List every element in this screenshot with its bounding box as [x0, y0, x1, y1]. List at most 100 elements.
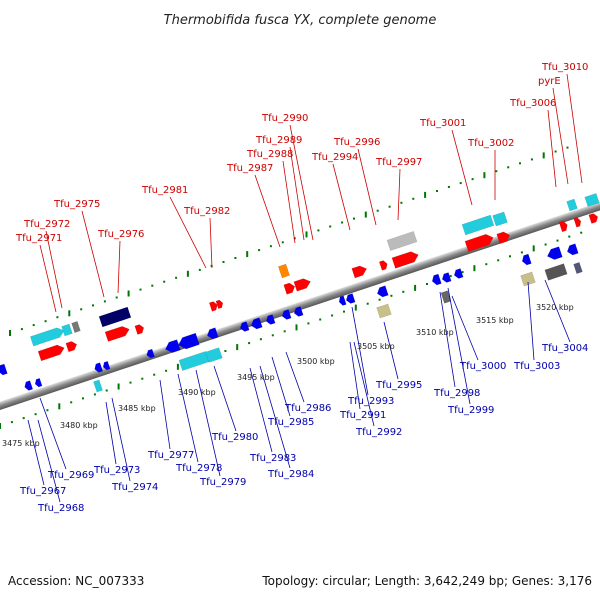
- upper-row-tick: [424, 191, 427, 198]
- forward-gene: [573, 217, 582, 228]
- forward-gene: [351, 265, 367, 279]
- gene-label-tfu-3003: Tfu_3003: [513, 361, 560, 372]
- forward-gene-shape: [65, 341, 78, 353]
- upper-row-tick: [400, 201, 403, 204]
- upper-row-tick: [566, 146, 569, 149]
- grey-gene-shape: [544, 263, 568, 281]
- lower-row-tick: [343, 310, 345, 313]
- lower-row-tick: [153, 373, 156, 376]
- upper-row-tick: [163, 280, 166, 283]
- gene-label-tfu-2985: Tfu_2985: [267, 417, 314, 428]
- upper-row-tick: [554, 150, 557, 153]
- lower-row-tick: [165, 369, 168, 372]
- navy-gene-shape: [98, 306, 132, 328]
- forward-gene-shape: [588, 213, 599, 224]
- label-line-red: [282, 160, 296, 244]
- gene-label-tfu-2995: Tfu_2995: [375, 380, 422, 391]
- label-line-red: [332, 163, 351, 231]
- label-line-red: [81, 210, 105, 298]
- label-line-blue: [447, 287, 471, 405]
- reverse-gene-shape: [566, 243, 579, 256]
- lower-row-tick: [319, 318, 322, 321]
- label-line-red: [547, 109, 557, 188]
- gene-label-tfu-2968: Tfu_2968: [37, 503, 84, 514]
- label-line-red: [209, 217, 213, 269]
- lower-row-tick: [248, 342, 251, 345]
- lower-row-tick: [556, 239, 559, 242]
- upper-row-tick: [542, 152, 545, 159]
- upper-row-tick: [388, 205, 391, 208]
- forward-gene-shape: [283, 282, 296, 295]
- label-line-red: [552, 87, 569, 185]
- lower-row-tick: [307, 322, 310, 325]
- forward-gene: [104, 326, 130, 342]
- label-line-blue: [177, 373, 199, 463]
- upper-row-tick: [32, 324, 35, 327]
- reverse-gene: [453, 268, 464, 279]
- upper-row-tick: [483, 172, 486, 179]
- tan-gene-shape: [376, 303, 392, 319]
- gene-label-tfu-2976: Tfu_2976: [97, 229, 144, 240]
- grey-gene-shape: [440, 290, 452, 304]
- label-line-red: [169, 196, 207, 269]
- reverse-gene-shape: [94, 362, 104, 373]
- cyan-gene: [205, 347, 223, 363]
- gene-label-tfu-2981: Tfu_2981: [141, 185, 188, 196]
- gene-label-tfu-2967: Tfu_2967: [19, 486, 66, 497]
- label-line-blue: [439, 291, 456, 388]
- lower-row-tick: [580, 231, 583, 234]
- forward-gene-shape: [351, 265, 367, 279]
- lower-row-tick: [70, 401, 73, 404]
- reverse-gene-shape: [0, 363, 8, 376]
- grey-gene: [573, 261, 583, 275]
- upper-row-tick: [198, 268, 201, 271]
- lower-row-tick: [10, 421, 13, 424]
- grey-gene: [440, 290, 452, 304]
- upper-row-tick: [436, 190, 438, 192]
- lower-row-tick: [271, 334, 274, 337]
- lower-row-tick: [141, 377, 144, 380]
- map-title: Thermobifida fusca YX, complete genome: [164, 13, 437, 28]
- lower-row-tick: [331, 314, 334, 317]
- cyan-gene-shape: [461, 214, 495, 236]
- upper-row-tick: [329, 225, 332, 228]
- forward-gene: [588, 213, 599, 224]
- forward-gene-shape: [464, 233, 494, 252]
- reverse-gene: [239, 321, 250, 332]
- forward-gene-shape: [208, 301, 218, 312]
- upper-row-tick: [376, 209, 379, 212]
- tan-gene: [520, 271, 536, 287]
- upper-row-tick: [92, 304, 94, 307]
- lower-row-tick: [544, 243, 547, 246]
- lower-row-tick: [414, 284, 417, 291]
- upper-row-tick: [9, 330, 11, 336]
- upper-row-tick: [353, 217, 355, 220]
- gene-label-tfu-3006: Tfu_3006: [509, 98, 556, 109]
- label-line-red: [451, 129, 473, 206]
- reverse-gene-shape: [345, 293, 356, 304]
- cyan-gene: [93, 379, 103, 393]
- label-line-red: [289, 124, 314, 241]
- reverse-gene: [34, 377, 43, 388]
- label-line-red: [39, 244, 57, 313]
- upper-row-tick: [317, 229, 320, 232]
- label-line-blue: [105, 401, 117, 465]
- forward-gene: [464, 233, 494, 252]
- upper-row-tick: [412, 197, 415, 200]
- forward-gene-shape: [573, 217, 582, 228]
- lower-row-tick: [520, 251, 523, 254]
- cyan-gene: [178, 351, 210, 371]
- gene-label-tfu-2990: Tfu_2990: [261, 113, 308, 124]
- lower-row-tick: [509, 255, 511, 258]
- gene-label-tfu-2972: Tfu_2972: [23, 219, 70, 230]
- upper-row-tick: [530, 158, 533, 161]
- label-line-blue: [111, 397, 131, 482]
- label-line-red: [289, 146, 305, 241]
- reverse-gene-shape: [453, 268, 464, 279]
- reverse-gene-shape: [178, 332, 200, 350]
- scale-label-3480: 3480 kbp: [60, 421, 98, 430]
- upper-row-tick: [127, 290, 130, 297]
- upper-row-tick: [281, 241, 284, 244]
- cyan-gene-shape: [205, 347, 223, 363]
- gene-label-tfu-2979: Tfu_2979: [199, 477, 246, 488]
